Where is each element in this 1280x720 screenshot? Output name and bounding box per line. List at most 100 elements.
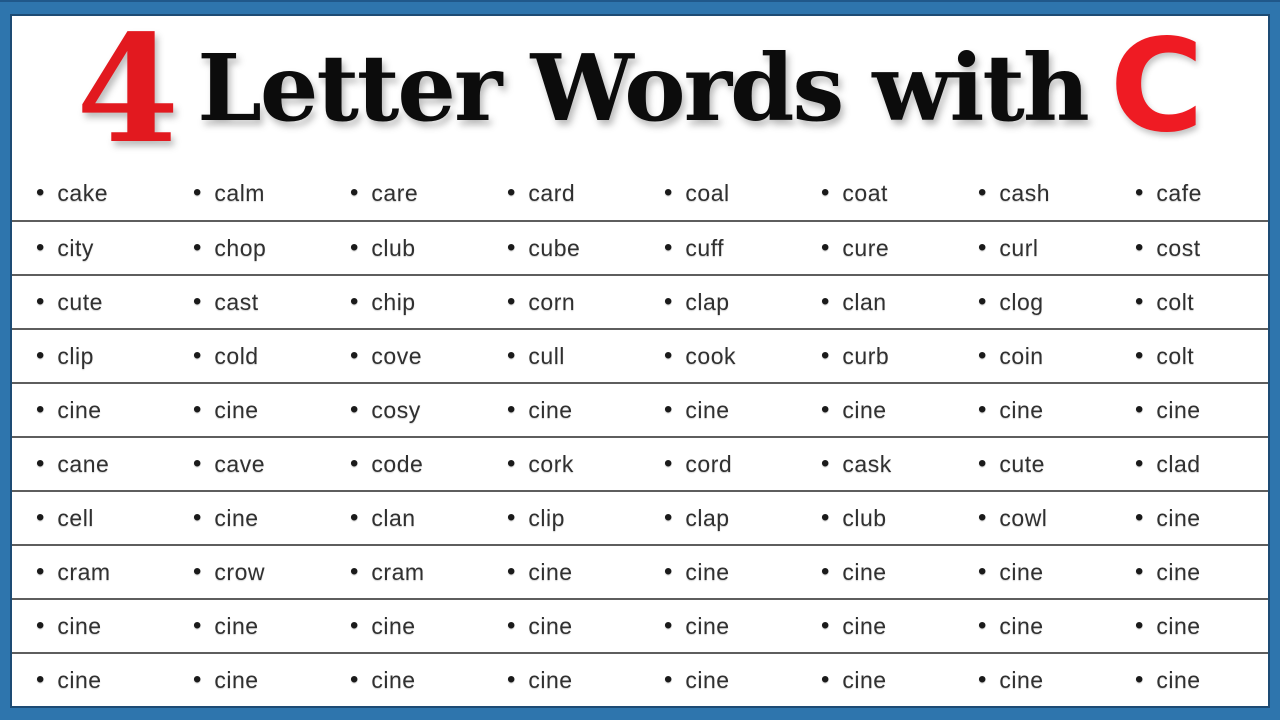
bullet-icon: •: [664, 179, 673, 206]
bullet-icon: •: [350, 558, 359, 585]
bullet-icon: •: [507, 234, 516, 261]
word-label: cave: [214, 450, 265, 477]
word-item: • cine: [640, 613, 797, 640]
word-item: • cine: [1111, 613, 1268, 640]
bullet-icon: •: [193, 396, 202, 423]
bullet-icon: •: [821, 234, 830, 261]
word-label: cowl: [999, 504, 1048, 531]
word-label: cine: [842, 666, 887, 693]
word-label: chop: [214, 234, 267, 261]
word-item: • cine: [12, 613, 169, 640]
word-item: • crow: [169, 559, 326, 586]
word-item: • cine: [797, 397, 954, 424]
bullet-icon: •: [978, 666, 987, 693]
word-label: cord: [685, 450, 733, 477]
word-item: • cine: [640, 559, 797, 586]
word-label: cube: [528, 234, 581, 261]
word-label: cine: [371, 666, 416, 693]
word-item: • clan: [797, 289, 954, 316]
bullet-icon: •: [507, 450, 516, 477]
word-item: • corn: [483, 289, 640, 316]
bullet-icon: •: [1135, 179, 1144, 206]
word-item: • cine: [483, 613, 640, 640]
bullet-icon: •: [193, 612, 202, 639]
word-item: • cove: [326, 343, 483, 370]
word-item: • cute: [954, 451, 1111, 478]
word-label: code: [371, 450, 424, 477]
word-item: • cine: [797, 559, 954, 586]
bullet-icon: •: [1135, 558, 1144, 585]
bullet-icon: •: [978, 234, 987, 261]
word-label: clip: [528, 504, 565, 531]
word-label: cine: [999, 396, 1044, 423]
word-row: • cine • cine • cosy • cine • cine • cine • cine • cine: [12, 382, 1268, 436]
word-label: curb: [842, 342, 890, 369]
word-grid: • cake • calm • care • card • coal • coat • cash • cafe…: [12, 166, 1268, 706]
word-label: cine: [214, 612, 259, 639]
word-item: • cine: [640, 667, 797, 694]
word-label: cash: [999, 179, 1050, 206]
bullet-icon: •: [978, 342, 987, 369]
word-item: • colt: [1111, 343, 1268, 370]
page-title: 4 Letter Words with C: [12, 15, 1268, 166]
word-item: • cine: [483, 559, 640, 586]
word-label: cram: [57, 558, 111, 585]
bullet-icon: •: [507, 504, 516, 531]
word-label: clap: [685, 288, 730, 315]
word-item: • chip: [326, 289, 483, 316]
bullet-icon: •: [350, 179, 359, 206]
word-item: • cash: [954, 180, 1111, 207]
word-label: colt: [1156, 342, 1195, 369]
word-item: • chop: [169, 235, 326, 262]
word-item: • cine: [326, 667, 483, 694]
bullet-icon: •: [36, 450, 45, 477]
word-item: • calm: [169, 180, 326, 207]
word-item: • cork: [483, 451, 640, 478]
bullet-icon: •: [978, 396, 987, 423]
word-label: cine: [842, 558, 887, 585]
bullet-icon: •: [36, 234, 45, 261]
bullet-icon: •: [821, 450, 830, 477]
bullet-icon: •: [350, 666, 359, 693]
word-label: crow: [214, 558, 265, 585]
word-label: cask: [842, 450, 892, 477]
word-label: cine: [528, 666, 573, 693]
bullet-icon: •: [193, 450, 202, 477]
word-item: • curb: [797, 343, 954, 370]
word-row: • cute • cast • chip • corn • clap • clan • clog • colt: [12, 274, 1268, 328]
bullet-icon: •: [664, 612, 673, 639]
word-item: • clog: [954, 289, 1111, 316]
word-item: • clad: [1111, 451, 1268, 478]
word-label: cine: [57, 396, 102, 423]
word-label: cine: [685, 558, 730, 585]
word-label: cake: [57, 179, 108, 206]
word-label: coat: [842, 179, 888, 206]
word-label: cine: [57, 666, 102, 693]
word-item: • cine: [1111, 505, 1268, 532]
word-item: • clan: [326, 505, 483, 532]
word-label: cine: [371, 612, 416, 639]
bullet-icon: •: [821, 396, 830, 423]
bullet-icon: •: [507, 666, 516, 693]
word-label: cine: [57, 612, 102, 639]
bullet-icon: •: [36, 612, 45, 639]
word-item: • coat: [797, 180, 954, 207]
word-label: cine: [528, 396, 573, 423]
word-label: cine: [685, 666, 730, 693]
word-item: • cine: [169, 397, 326, 424]
bullet-icon: •: [978, 179, 987, 206]
word-item: • cast: [169, 289, 326, 316]
word-label: cull: [528, 342, 565, 369]
word-label: cute: [999, 450, 1045, 477]
word-item: • cine: [1111, 667, 1268, 694]
word-label: care: [371, 179, 419, 206]
word-label: calm: [214, 179, 265, 206]
word-label: cuff: [685, 234, 725, 261]
bullet-icon: •: [350, 504, 359, 531]
word-item: • club: [326, 235, 483, 262]
bullet-icon: •: [193, 342, 202, 369]
word-item: • clip: [483, 505, 640, 532]
word-item: • cine: [954, 559, 1111, 586]
word-item: • club: [797, 505, 954, 532]
bullet-icon: •: [36, 396, 45, 423]
